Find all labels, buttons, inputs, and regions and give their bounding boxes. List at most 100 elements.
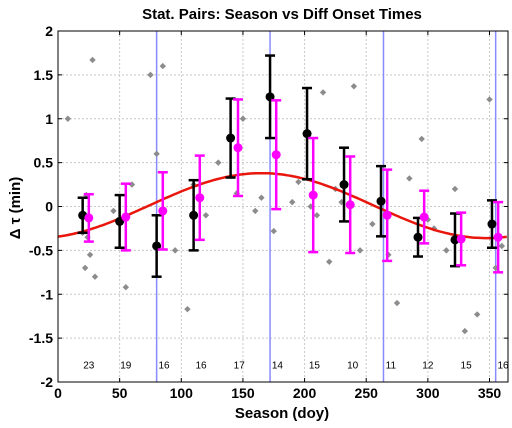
count-label: 16 [158,360,170,371]
scatter-point [239,115,247,122]
data-point [308,190,318,200]
x-axis-ticks: 0 50 100 150 200 250 300 350 [54,31,501,401]
data-point [152,241,162,251]
scatter-point [473,311,481,318]
scatter-point [89,56,96,64]
y-axis-ticks: -2 -1.5 -1 -0.5 0 0.5 1 1.5 2 [29,23,508,390]
scatter-point [295,178,302,186]
data-point [345,200,355,210]
x-tick-label: 250 [355,385,379,401]
scatter-point [215,159,222,166]
count-label: 16 [195,360,207,371]
data-point [419,212,429,222]
scatter-point [159,62,166,70]
data-point [121,212,131,222]
fit-curve [57,171,507,240]
data-point [339,180,349,190]
data-point [487,219,497,229]
scatter-points [64,56,506,335]
scatter-point [184,305,191,313]
data-point [376,196,386,206]
x-tick-label: 100 [170,385,194,401]
scatter-point [81,264,89,272]
x-tick-label: 200 [293,385,317,401]
count-label: 17 [234,360,246,371]
data-point [233,143,243,153]
scatter-point [356,247,364,254]
count-label: 15 [309,360,321,371]
scatter-point [147,71,154,79]
scatter-point [498,242,506,250]
scatter-point [313,212,321,219]
scatter-point [110,207,117,215]
x-tick-label: 300 [416,385,440,401]
scatter-point [443,247,450,254]
data-point [195,193,205,203]
y-tick-label: -1.5 [29,330,53,346]
scatter-point [350,83,358,90]
data-point [456,234,466,244]
x-tick-label: 50 [112,385,128,401]
count-label: 23 [83,360,95,371]
x-axis-label: Season (doy) [235,405,329,422]
data-point [493,232,503,242]
y-tick-label: 1 [45,111,53,127]
x-tick-label: 150 [231,385,255,401]
scatter-point [307,203,314,210]
scatter-point [289,198,296,206]
y-tick-label: 1.5 [34,67,54,83]
scatter-point [418,135,425,143]
data-point [189,210,199,220]
scatter-point [461,327,469,335]
data-point [413,232,423,242]
count-label: 11 [386,360,397,371]
data-point [84,213,94,223]
scatter-point [486,96,493,103]
data-point [265,92,275,102]
data-point [226,133,236,143]
count-label: 19 [120,360,132,371]
scatter-point [326,258,333,265]
scatter-point [406,175,413,182]
y-tick-label: -2 [41,374,54,390]
y-axis-label: Δ τ (min) [7,177,24,239]
count-label: 10 [347,360,359,371]
chart-title: Stat. Pairs: Season vs Diff Onset Times [142,6,422,23]
scatter-point [319,89,327,96]
data-point [158,206,168,216]
scatter-point [393,299,401,307]
grid-lines [58,31,508,382]
scatter-point [202,212,210,219]
series-magenta-dot [83,98,504,274]
series-layer [77,54,504,278]
x-tick-label: 0 [54,385,62,401]
count-label: 12 [422,360,434,371]
scatter-point [451,185,459,193]
scatter-point [171,247,179,254]
scatter-point [64,115,72,122]
scatter-point [91,273,99,280]
series-black-dot [77,54,497,278]
y-tick-label: -0.5 [29,242,53,258]
fit-curve-layer [57,171,507,240]
x-tick-label: 350 [478,385,502,401]
count-labels: 23 19 16 16 17 14 15 10 11 12 15 16 [83,360,509,371]
data-point [302,129,312,139]
scatter-point [252,207,259,215]
scatter-point [122,284,130,291]
scatter-point [86,251,94,258]
y-tick-label: 0.5 [34,155,54,171]
scatter-point [258,194,265,201]
count-label: 15 [461,360,473,371]
scatter-point [369,220,376,228]
scatter-point [153,150,160,158]
data-point [382,210,392,220]
data-point [271,150,281,160]
y-tick-label: -1 [41,286,54,302]
count-label: 16 [498,360,510,371]
y-tick-label: 2 [45,23,53,39]
y-tick-label: 0 [45,199,53,215]
count-label: 14 [272,360,284,371]
scatter-point [270,227,277,235]
